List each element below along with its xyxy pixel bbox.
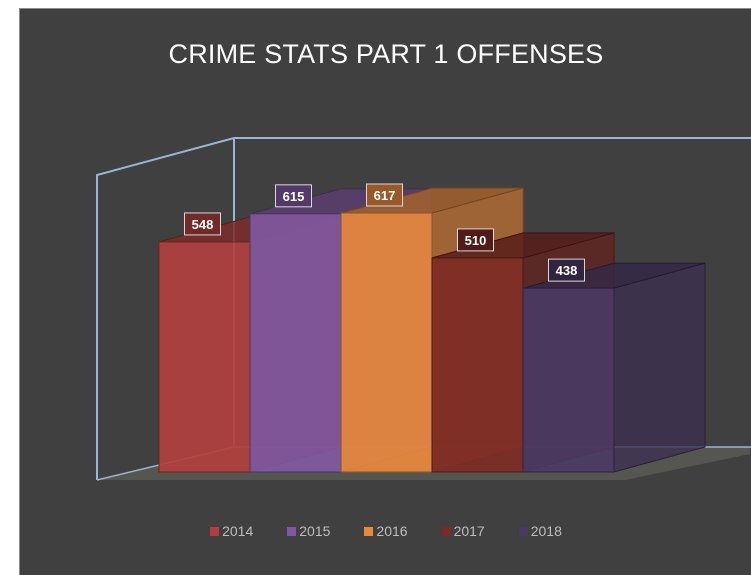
bar-side-2018	[613, 262, 706, 473]
chart-title: CRIME STATS PART 1 OFFENSES	[168, 39, 604, 69]
legend-swatch-2018	[518, 526, 528, 536]
data-label-text-2015: 615	[283, 189, 305, 204]
legend-label-2014: 2014	[222, 523, 254, 539]
data-label-2014: 548	[184, 212, 221, 236]
data-label-2015: 615	[275, 184, 312, 208]
data-label-box-2017	[457, 228, 494, 252]
legend-item-2017: 2017	[441, 523, 485, 539]
plot-area: 548 615 617 510 438	[96, 137, 751, 481]
legend-item-2014: 2014	[210, 523, 253, 539]
legend-swatch-2017	[441, 526, 451, 536]
data-label-box-2014	[184, 212, 221, 236]
data-label-text-2016: 617	[374, 188, 396, 203]
data-label-box-2018	[548, 258, 585, 282]
data-label-text-2018: 438	[556, 263, 578, 278]
legend: 2014 2015 2016 2017 2018	[20, 523, 751, 539]
bar-front-2018	[522, 287, 615, 473]
legend-label-2016: 2016	[376, 523, 408, 539]
data-label-box-2015	[275, 184, 312, 208]
legend-swatch-2016	[364, 526, 374, 536]
data-label-2017: 510	[457, 228, 494, 252]
bar-front-2015	[249, 213, 342, 473]
legend-swatch-2015	[287, 526, 297, 536]
legend-label-2018: 2018	[530, 523, 562, 539]
data-label-box-2016	[366, 183, 403, 207]
bar-2018	[522, 262, 706, 473]
data-label-2016: 617	[366, 183, 403, 207]
legend-swatch-2014	[210, 526, 220, 536]
back-wall-outline	[96, 137, 751, 480]
bar-front-2017	[431, 257, 524, 473]
legend-item-2016: 2016	[364, 523, 408, 539]
data-label-text-2017: 510	[465, 233, 487, 248]
bars-group: 548 615 617 510 438	[158, 183, 706, 473]
legend-item-2015: 2015	[287, 523, 330, 539]
bar-front-2014	[158, 241, 251, 473]
data-label-2018: 438	[548, 258, 585, 282]
legend-label-2015: 2015	[299, 523, 331, 539]
chart-area: CRIME STATS PART 1 OFFENSES 548 615 617 510…	[19, 8, 751, 575]
legend-label-2017: 2017	[453, 523, 485, 539]
bar-front-2016	[340, 212, 433, 473]
data-label-text-2014: 548	[192, 217, 214, 232]
legend-item-2018: 2018	[518, 523, 562, 539]
